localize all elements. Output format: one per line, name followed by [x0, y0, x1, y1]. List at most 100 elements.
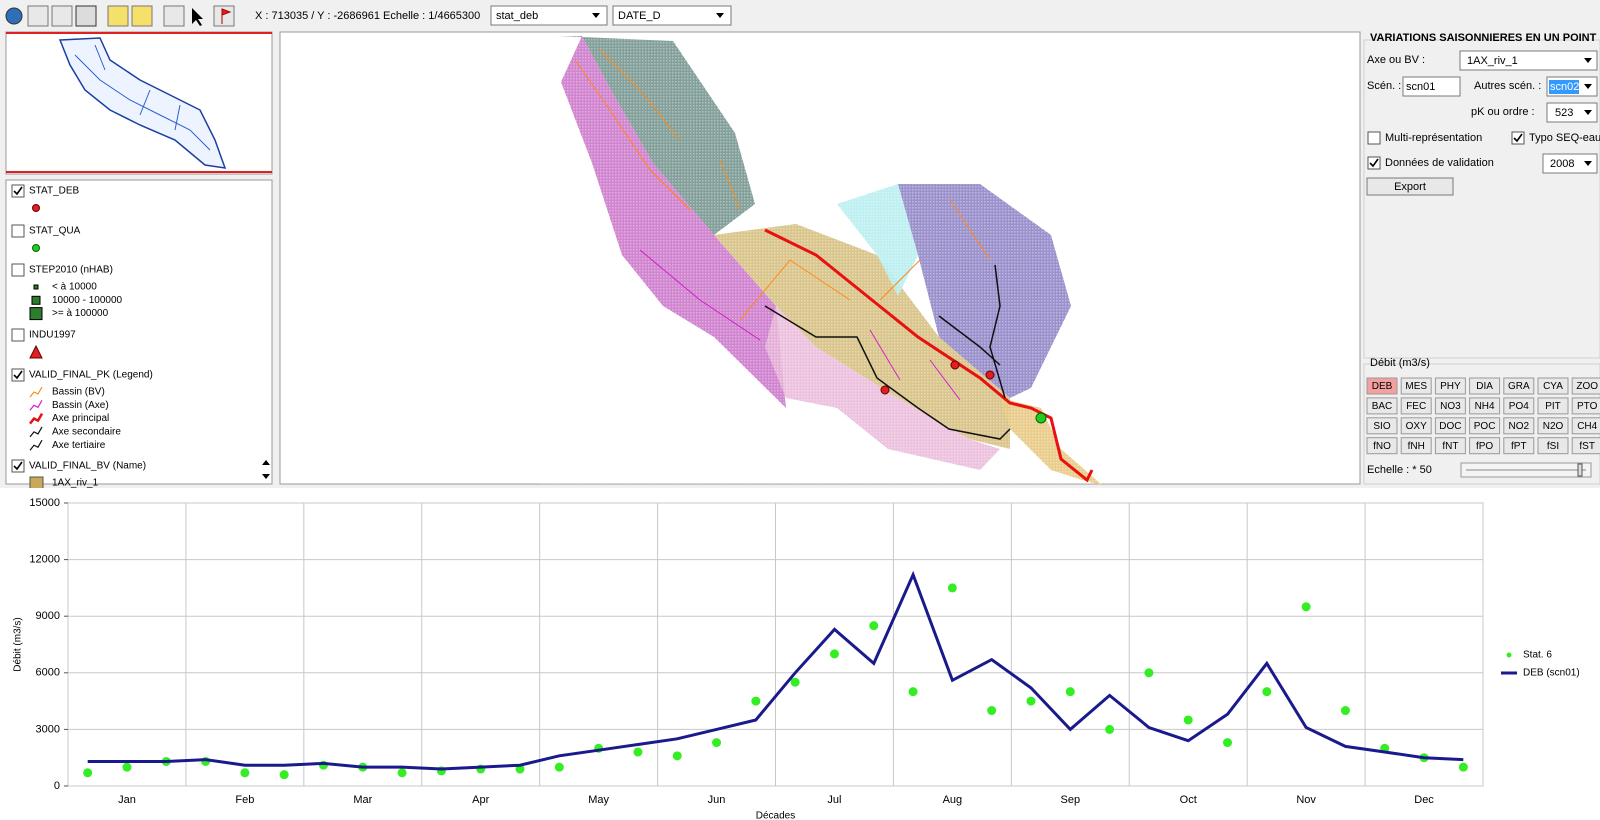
field-label: Axe ou BV : — [1367, 54, 1425, 66]
layer-name: STAT_DEB — [29, 186, 80, 197]
chart: 0 3000 6000 9000 12000 15000 Jan Feb Mar Apr May Ju… — [0, 488, 1600, 820]
export-button[interactable] — [1366, 177, 1454, 196]
code-button[interactable] — [1434, 417, 1466, 435]
slider-thumb[interactable] — [1577, 463, 1583, 477]
code-button[interactable] — [1400, 437, 1432, 455]
pk-select[interactable] — [1546, 102, 1598, 123]
axis-select[interactable] — [1459, 50, 1598, 71]
layer-symbol — [32, 204, 40, 212]
tool-globe[interactable] — [5, 7, 23, 25]
layer-select-value: stat_deb — [496, 10, 538, 22]
y-tick-label: 3000 — [36, 723, 60, 735]
code-label: PTO — [1577, 401, 1598, 412]
tool-add-layer[interactable] — [107, 5, 129, 27]
code-button[interactable] — [1571, 377, 1600, 395]
scroll-up[interactable] — [262, 460, 270, 465]
code-button[interactable] — [1400, 417, 1432, 435]
legend-symbol — [1506, 652, 1512, 658]
data-point — [1026, 696, 1036, 706]
y-tick-label: 6000 — [36, 667, 60, 679]
layer-name: VALID_FINAL_PK (Legend) — [29, 370, 153, 381]
debit-title: Débit (m3/s) — [1370, 357, 1430, 369]
x-tick-label: May — [588, 794, 609, 806]
y-tick-label: 15000 — [29, 497, 60, 509]
selection-highlight — [1549, 80, 1579, 94]
code-button[interactable] — [1400, 377, 1432, 395]
layer-symbol — [32, 244, 40, 252]
dropdown-arrow — [716, 13, 724, 18]
code-button[interactable] — [1571, 417, 1600, 435]
overview-map — [5, 31, 273, 175]
panel-title: VARIATIONS SAISONNIERES EN UN POINT — [1370, 32, 1597, 44]
tool-remove-layer[interactable] — [131, 5, 153, 27]
code-button[interactable] — [1537, 417, 1569, 435]
code-button[interactable] — [1366, 437, 1398, 455]
code-button[interactable] — [1571, 437, 1600, 455]
station-deb[interactable] — [950, 360, 960, 370]
data-point — [672, 751, 682, 761]
checkbox[interactable] — [11, 263, 25, 277]
code-button[interactable] — [1469, 417, 1501, 435]
x-tick-label: Feb — [235, 794, 254, 806]
code-button[interactable] — [1503, 397, 1535, 415]
tool-layers[interactable] — [27, 5, 49, 27]
settings-panel: VARIATIONS SAISONNIERES EN UN POINT Axe … — [1363, 32, 1600, 485]
code-button[interactable] — [1503, 377, 1535, 395]
checkbox[interactable] — [1367, 131, 1381, 145]
tool-select[interactable] — [192, 8, 203, 26]
code-button[interactable] — [1366, 417, 1398, 435]
code-button[interactable] — [1366, 397, 1398, 415]
checkbox[interactable] — [11, 459, 25, 473]
overview-rivers — [74, 44, 211, 151]
year-select[interactable] — [1542, 153, 1598, 174]
data-point — [1105, 724, 1115, 734]
data-point — [1301, 602, 1311, 612]
code-label: DIA — [1476, 381, 1493, 392]
code-button[interactable] — [1537, 377, 1569, 395]
scen-input[interactable] — [1402, 76, 1461, 97]
code-button[interactable] — [1434, 397, 1466, 415]
checkbox[interactable] — [11, 368, 25, 382]
station-deb[interactable] — [880, 385, 890, 395]
code-button[interactable] — [1537, 437, 1569, 455]
code-button[interactable] — [1503, 417, 1535, 435]
overview-basin — [58, 37, 227, 169]
flag-icon — [221, 8, 232, 24]
code-button[interactable] — [1469, 397, 1501, 415]
code-button[interactable] — [1503, 437, 1535, 455]
export-label: Export — [1394, 181, 1426, 193]
axe-principal — [764, 228, 1094, 483]
tool-zoom-out[interactable] — [75, 5, 97, 27]
code-label: GRA — [1508, 381, 1530, 392]
data-point — [751, 696, 761, 706]
legend-item: Bassin (BV) — [52, 387, 105, 398]
code-button[interactable] — [1400, 397, 1432, 415]
code-button[interactable] — [1366, 377, 1398, 395]
checkbox[interactable] — [11, 328, 25, 342]
field-select[interactable] — [612, 5, 732, 26]
code-button[interactable] — [1537, 397, 1569, 415]
data-line — [87, 570, 1464, 771]
item-symbol — [29, 307, 43, 321]
code-button[interactable] — [1571, 397, 1600, 415]
checkbox[interactable] — [11, 224, 25, 238]
checkbox[interactable] — [11, 184, 25, 198]
tool-flag[interactable] — [213, 5, 235, 27]
checkbox-label: Multi-représentation — [1385, 132, 1482, 144]
station-selected[interactable] — [1035, 412, 1047, 424]
legend-item: Bassin (Axe) — [52, 400, 109, 411]
checkbox[interactable] — [1367, 156, 1381, 170]
tool-pan[interactable] — [163, 5, 185, 27]
code-label: OXY — [1406, 421, 1427, 432]
tool-zoom-in[interactable] — [51, 5, 73, 27]
station-deb[interactable] — [985, 370, 995, 380]
checkbox[interactable] — [1511, 131, 1525, 145]
layer-name: VALID_FINAL_BV (Name) — [29, 461, 146, 472]
code-button[interactable] — [1469, 437, 1501, 455]
layer-select[interactable] — [490, 5, 608, 26]
scroll-down[interactable] — [262, 474, 270, 479]
code-button[interactable] — [1469, 377, 1501, 395]
code-button[interactable] — [1434, 377, 1466, 395]
code-button[interactable] — [1434, 437, 1466, 455]
code-label: DOC — [1439, 421, 1461, 432]
